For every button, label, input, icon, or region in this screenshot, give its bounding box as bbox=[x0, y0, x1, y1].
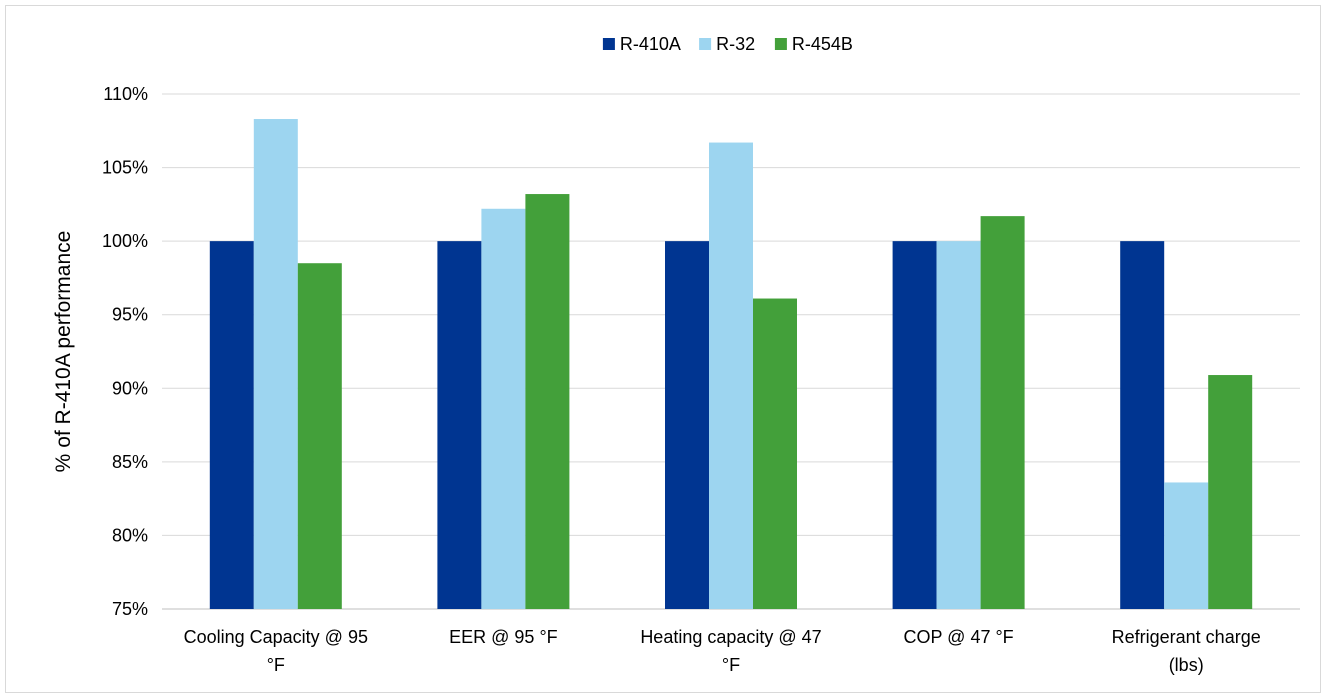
bar-r-454b bbox=[1208, 375, 1253, 609]
bar-r-410a bbox=[892, 241, 937, 609]
legend-label: R-410A bbox=[620, 34, 681, 54]
bar-r-410a bbox=[437, 241, 482, 609]
x-tick-label: °F bbox=[722, 655, 740, 675]
x-tick-label: °F bbox=[267, 655, 285, 675]
bar-r-410a bbox=[1120, 241, 1165, 609]
x-tick-label: Heating capacity @ 47 bbox=[640, 627, 821, 647]
bar-r-32 bbox=[1164, 482, 1209, 609]
legend-label: R-454B bbox=[792, 34, 853, 54]
legend-label: R-32 bbox=[716, 34, 755, 54]
bar-r-454b bbox=[980, 216, 1025, 609]
y-tick-label: 110% bbox=[103, 84, 148, 104]
bar-r-32 bbox=[709, 142, 753, 610]
x-tick-label: Cooling Capacity @ 95 bbox=[184, 627, 368, 647]
x-tick-label: Refrigerant charge bbox=[1112, 627, 1261, 647]
x-tick-label: EER @ 95 °F bbox=[449, 627, 558, 647]
bar-r-410a bbox=[209, 241, 254, 609]
legend-swatch bbox=[699, 38, 712, 50]
y-tick-label: 75% bbox=[112, 599, 148, 619]
legend-swatch bbox=[602, 38, 615, 50]
bar-r-410a bbox=[665, 241, 709, 609]
x-tick-label: COP @ 47 °F bbox=[904, 627, 1014, 647]
y-tick-label: 90% bbox=[112, 378, 148, 398]
x-tick-label: (lbs) bbox=[1169, 655, 1204, 675]
y-axis-title: % of R-410A performance bbox=[52, 231, 75, 473]
y-tick-label: 85% bbox=[112, 452, 148, 472]
y-tick-label: 100% bbox=[102, 231, 148, 251]
bar-r-32 bbox=[936, 241, 981, 609]
bar-r-454b bbox=[297, 263, 342, 609]
bar-r-454b bbox=[525, 194, 570, 610]
bar-r-32 bbox=[253, 119, 298, 609]
y-tick-label: 105% bbox=[102, 158, 148, 178]
y-tick-label: 80% bbox=[112, 525, 148, 545]
bar-r-454b bbox=[753, 298, 797, 609]
legend-swatch bbox=[774, 38, 787, 50]
y-tick-label: 95% bbox=[112, 305, 148, 325]
bar-r-32 bbox=[481, 208, 526, 609]
